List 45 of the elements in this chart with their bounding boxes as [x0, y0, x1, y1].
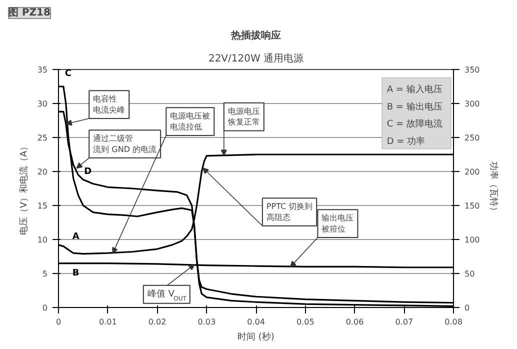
y2-tick-label: 0	[464, 304, 470, 312]
series-label: A	[72, 232, 80, 242]
y2-axis-title: 功率（瓦特）	[488, 162, 499, 216]
y-tick-label: 35	[37, 66, 48, 74]
x-tick-label: 0.04	[247, 318, 265, 326]
annotation: 电容性电流尖峰	[93, 94, 126, 114]
x-tick-label: 0	[56, 318, 62, 326]
annotation: 电源电压恢复正常	[226, 106, 260, 127]
y2-tick-label: 350	[464, 66, 480, 74]
annotation: 电源电压被电流拉低	[170, 112, 210, 132]
y2-tick-label: 300	[464, 100, 480, 108]
x-tick-label: 0.03	[198, 318, 216, 326]
annotation: 输出电压被箝位	[322, 214, 354, 234]
x-tick-label: 0.07	[395, 318, 414, 326]
x-tick-label: 0.01	[98, 318, 117, 326]
series-label: C	[64, 69, 72, 80]
series-label: D	[84, 166, 92, 177]
x-tick-label: 0.05	[296, 318, 314, 326]
y2-tick-label: 50	[464, 270, 475, 278]
y-tick-label: 10	[37, 236, 48, 244]
x-tick-label: 0.08	[444, 318, 462, 326]
annotation: D = 功率	[386, 136, 426, 148]
x-tick-label: 0.02	[148, 318, 166, 326]
y-tick-label: 15	[37, 202, 48, 210]
annotation: B = 输出电压	[386, 101, 442, 112]
annotation: 通过二级管流到 GND 的电流	[93, 134, 157, 154]
y2-tick-label: 250	[464, 134, 480, 142]
x-axis-title: 时间 (秒)	[238, 332, 274, 342]
y2-tick-label: 100	[464, 236, 480, 244]
y2-tick-label: 150	[464, 202, 480, 210]
y-tick-label: 25	[37, 134, 48, 142]
annotation: A = 输入电压	[386, 84, 442, 95]
chart-subtitle: 22V/120W 通用电源	[208, 52, 304, 64]
annotation: C = 故障电流	[386, 118, 442, 130]
y-tick-label: 30	[37, 100, 48, 108]
y-axis-title: 电压（V）和电流（A）	[18, 142, 30, 236]
y-tick-label: 0	[42, 304, 48, 312]
series-label: B	[72, 268, 80, 278]
chart-title: 热插拔响应	[230, 30, 281, 42]
x-tick-label: 0.06	[346, 318, 364, 326]
annotation: PPTC 切换到高阻态	[266, 202, 313, 222]
y-tick-label: 5	[42, 270, 48, 278]
y-tick-label: 20	[37, 168, 48, 176]
text: 图 PZ18	[8, 8, 51, 18]
y2-tick-label: 200	[464, 168, 480, 176]
